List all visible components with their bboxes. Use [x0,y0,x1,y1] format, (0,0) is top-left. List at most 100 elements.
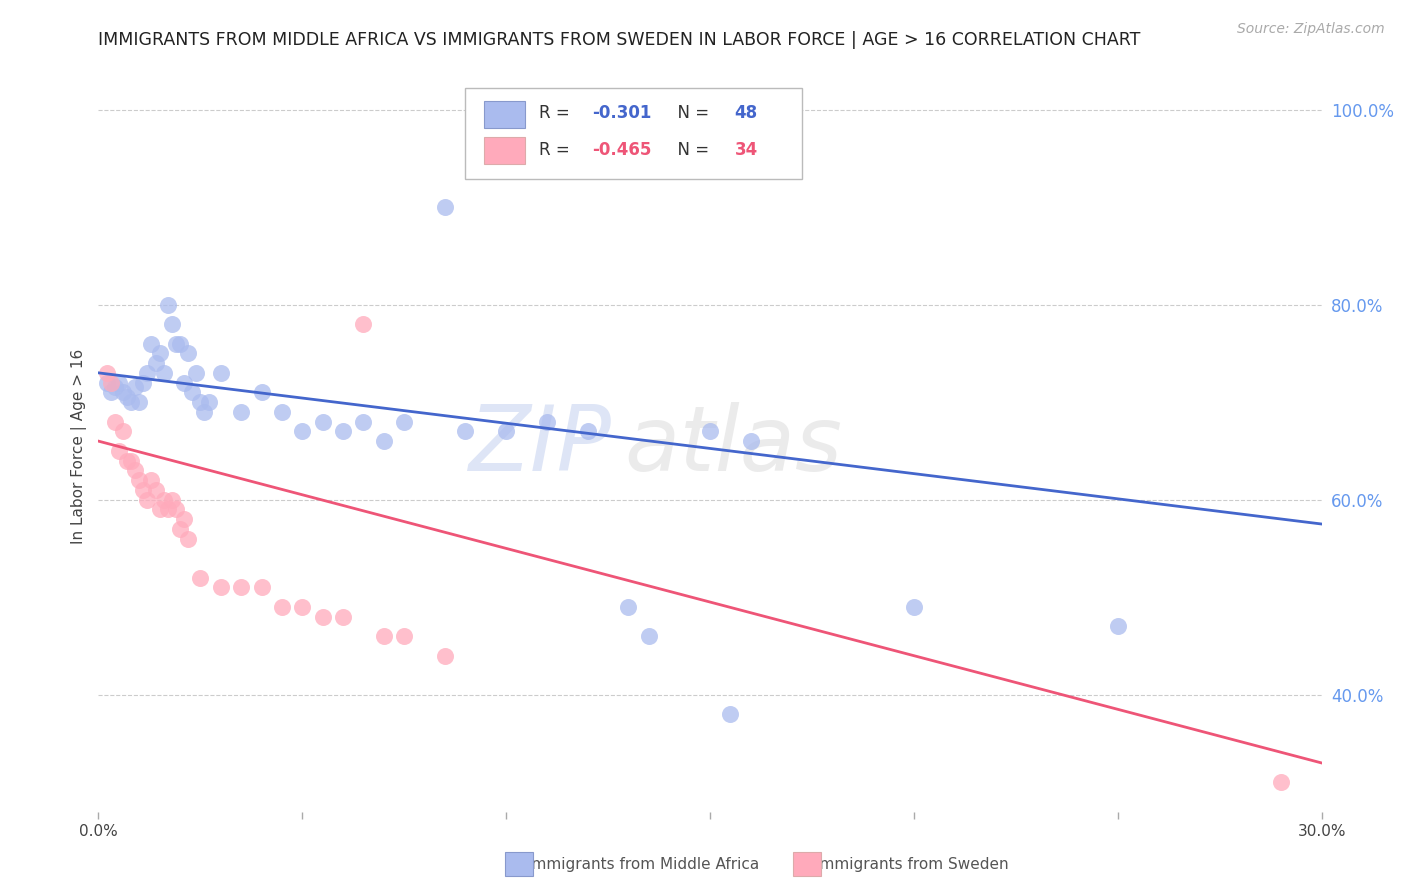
Point [270,405,294,419]
Text: atlas: atlas [624,402,842,490]
Point [111,425,134,439]
Point [352,317,374,331]
Point [149,502,172,516]
Point [186,366,208,380]
Point [100,376,122,390]
Text: Immigrants from Middle Africa: Immigrants from Middle Africa [527,857,759,871]
Point [373,434,395,449]
Point [108,376,131,390]
Point [231,405,253,419]
Point [434,648,457,663]
Point [169,336,191,351]
Point [270,599,294,614]
FancyBboxPatch shape [484,137,526,164]
Text: 48: 48 [734,104,758,122]
Point [145,483,167,497]
Point [128,395,150,409]
Point [100,385,122,400]
Point [209,581,232,595]
Point [392,415,416,429]
Point [177,346,200,360]
Point [156,297,179,311]
Point [188,571,212,585]
Point [250,581,273,595]
Point [209,366,232,380]
Point [434,200,457,214]
Point [250,385,273,400]
Point [699,425,721,439]
Text: IMMIGRANTS FROM MIDDLE AFRICA VS IMMIGRANTS FROM SWEDEN IN LABOR FORCE | AGE > 1: IMMIGRANTS FROM MIDDLE AFRICA VS IMMIGRA… [98,31,1140,49]
Point [454,425,477,439]
Text: R =: R = [538,141,575,159]
Text: Source: ZipAtlas.com: Source: ZipAtlas.com [1237,22,1385,37]
Point [124,380,146,394]
Text: -0.301: -0.301 [592,104,652,122]
Point [169,522,191,536]
Point [152,366,174,380]
Point [352,415,374,429]
Point [141,336,163,351]
FancyBboxPatch shape [484,101,526,128]
Point [291,425,314,439]
Point [181,385,204,400]
Point [740,434,762,449]
Text: 34: 34 [734,141,758,159]
Point [111,385,134,400]
Point [96,366,118,380]
Point [136,492,159,507]
Point [136,366,159,380]
Point [141,473,163,487]
Point [173,376,195,390]
Point [120,453,142,467]
Point [332,425,354,439]
Y-axis label: In Labor Force | Age > 16: In Labor Force | Age > 16 [72,349,87,543]
Text: N =: N = [668,141,714,159]
Text: N =: N = [668,104,714,122]
Point [132,376,155,390]
Point [495,425,517,439]
Point [156,502,179,516]
Point [96,376,118,390]
Point [128,473,150,487]
Point [291,599,314,614]
Text: -0.465: -0.465 [592,141,652,159]
Point [149,346,172,360]
Point [1107,619,1129,633]
Point [165,502,187,516]
Text: Immigrants from Sweden: Immigrants from Sweden [815,857,1010,871]
Point [120,395,142,409]
Point [231,581,253,595]
Point [132,483,155,497]
Point [173,512,195,526]
Point [108,443,131,458]
Point [1270,775,1292,789]
Point [177,532,200,546]
Point [160,317,183,331]
Point [536,415,558,429]
Point [193,405,215,419]
Point [638,629,661,643]
Point [312,609,335,624]
Point [152,492,174,507]
Point [115,390,138,404]
Point [104,415,127,429]
Point [115,453,138,467]
Point [188,395,212,409]
Text: R =: R = [538,104,575,122]
Point [165,336,187,351]
Point [373,629,395,643]
Point [197,395,219,409]
Point [617,599,640,614]
Point [104,380,127,394]
Point [160,492,183,507]
Point [312,415,335,429]
Point [903,599,925,614]
Point [332,609,354,624]
Point [720,707,742,722]
FancyBboxPatch shape [465,87,801,179]
Point [392,629,416,643]
Point [576,425,599,439]
Text: ZIP: ZIP [470,402,612,490]
Point [145,356,167,370]
Point [124,463,146,477]
